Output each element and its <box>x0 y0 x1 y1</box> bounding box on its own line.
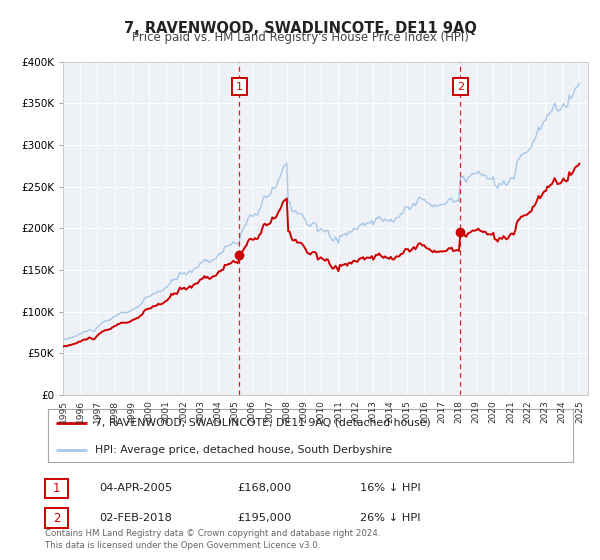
Text: 1999: 1999 <box>127 400 136 423</box>
Text: 2010: 2010 <box>317 400 326 423</box>
Text: 2018: 2018 <box>454 400 463 423</box>
Text: 1996: 1996 <box>76 400 85 423</box>
Text: 2003: 2003 <box>196 400 205 423</box>
Text: 2021: 2021 <box>506 400 515 423</box>
Text: 2009: 2009 <box>299 400 308 423</box>
Text: 7, RAVENWOOD, SWADLINCOTE, DE11 9AQ (detached house): 7, RAVENWOOD, SWADLINCOTE, DE11 9AQ (det… <box>95 418 431 428</box>
Text: 2013: 2013 <box>368 400 377 423</box>
Text: 2011: 2011 <box>334 400 343 423</box>
Text: 2022: 2022 <box>523 400 532 423</box>
Text: 2012: 2012 <box>351 400 360 423</box>
Text: 2006: 2006 <box>248 400 257 423</box>
Text: 26% ↓ HPI: 26% ↓ HPI <box>360 513 421 523</box>
Text: 2: 2 <box>457 82 464 92</box>
Text: 2000: 2000 <box>145 400 154 423</box>
Text: 2005: 2005 <box>230 400 239 423</box>
Text: 2023: 2023 <box>541 400 550 423</box>
Text: 2002: 2002 <box>179 400 188 423</box>
Text: HPI: Average price, detached house, South Derbyshire: HPI: Average price, detached house, Sout… <box>95 445 392 455</box>
Text: Contains HM Land Registry data © Crown copyright and database right 2024.
This d: Contains HM Land Registry data © Crown c… <box>45 529 380 550</box>
Text: 1: 1 <box>53 482 60 495</box>
Text: 2008: 2008 <box>282 400 291 423</box>
Text: £168,000: £168,000 <box>237 483 291 493</box>
Text: 2015: 2015 <box>403 400 412 423</box>
Text: 2017: 2017 <box>437 400 446 423</box>
Text: 04-APR-2005: 04-APR-2005 <box>99 483 172 493</box>
Text: 1995: 1995 <box>59 400 67 423</box>
Text: 1998: 1998 <box>110 400 119 423</box>
Text: £195,000: £195,000 <box>237 513 292 523</box>
Text: 1997: 1997 <box>93 400 102 423</box>
Text: 2020: 2020 <box>489 400 498 423</box>
Text: 2004: 2004 <box>214 400 223 423</box>
Text: 2: 2 <box>53 511 60 525</box>
Text: 2025: 2025 <box>575 400 584 423</box>
Text: 2014: 2014 <box>386 400 395 423</box>
Text: 2024: 2024 <box>557 400 566 423</box>
Text: 2019: 2019 <box>472 400 481 423</box>
Text: 1: 1 <box>236 82 243 92</box>
Text: 2007: 2007 <box>265 400 274 423</box>
Text: Price paid vs. HM Land Registry's House Price Index (HPI): Price paid vs. HM Land Registry's House … <box>131 31 469 44</box>
Text: 2001: 2001 <box>162 400 171 423</box>
Text: 16% ↓ HPI: 16% ↓ HPI <box>360 483 421 493</box>
Text: 7, RAVENWOOD, SWADLINCOTE, DE11 9AQ: 7, RAVENWOOD, SWADLINCOTE, DE11 9AQ <box>124 21 476 36</box>
Text: 02-FEB-2018: 02-FEB-2018 <box>99 513 172 523</box>
Text: 2016: 2016 <box>420 400 429 423</box>
